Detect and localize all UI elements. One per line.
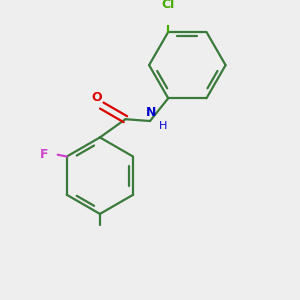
Text: F: F (40, 148, 48, 161)
Text: Cl: Cl (162, 0, 175, 11)
Text: H: H (159, 122, 167, 131)
Text: O: O (91, 91, 102, 104)
Text: N: N (146, 106, 156, 119)
